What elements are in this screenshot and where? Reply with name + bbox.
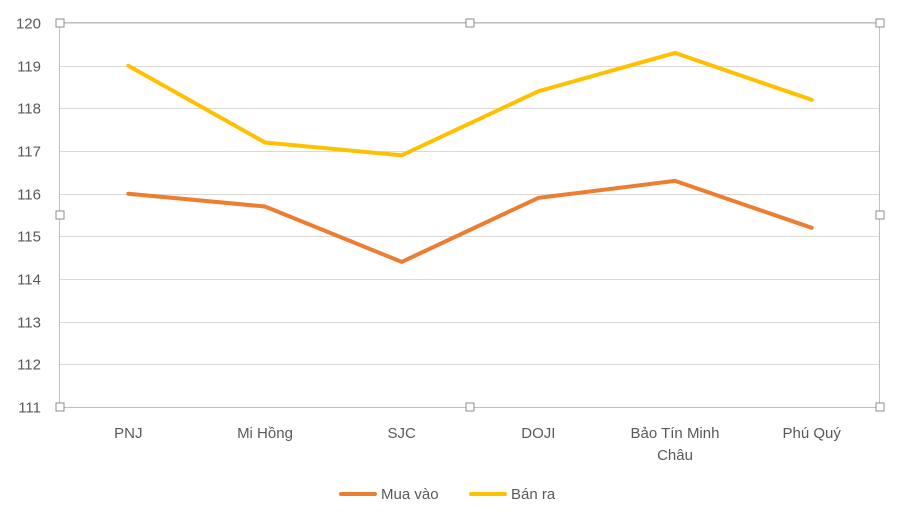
- resize-handle[interactable]: [875, 18, 885, 28]
- y-tick-label: 118: [17, 101, 41, 118]
- y-tick-label: 111: [18, 400, 41, 417]
- x-category-label: SJC: [387, 425, 416, 442]
- y-tick-label: 113: [17, 315, 41, 332]
- x-category-label: Mi Hồng: [237, 425, 293, 442]
- resize-handle[interactable]: [55, 402, 65, 412]
- x-category-label: DOJI: [521, 425, 555, 442]
- x-category-label: PNJ: [114, 425, 142, 442]
- y-tick-label: 115: [17, 229, 41, 246]
- resize-handle[interactable]: [465, 18, 475, 28]
- y-tick-label: 117: [17, 144, 41, 161]
- gridlines: [60, 23, 880, 408]
- resize-handle[interactable]: [55, 18, 65, 28]
- legend-label[interactable]: Bán ra: [511, 486, 556, 503]
- resize-handle[interactable]: [875, 402, 885, 412]
- selection-handles[interactable]: [55, 18, 885, 412]
- x-category-label: Bảo Tín Minh Châu: [631, 425, 720, 464]
- y-tick-label: 116: [17, 187, 41, 204]
- resize-handle[interactable]: [465, 402, 475, 412]
- y-axis-tick-labels: 111 112 113 114 115 116 117 118 119 120: [16, 16, 41, 417]
- y-tick-label: 119: [17, 59, 41, 76]
- resize-handle[interactable]: [875, 210, 885, 220]
- series-lines: [126, 50, 814, 264]
- x-category-label: Phú Quý: [782, 425, 841, 442]
- legend[interactable]: Mua vào Bán ra: [339, 486, 556, 503]
- legend-label[interactable]: Mua vào: [381, 486, 439, 503]
- series-line-2: [126, 50, 814, 158]
- resize-handle[interactable]: [55, 210, 65, 220]
- y-tick-label: 112: [17, 357, 41, 374]
- x-axis-category-labels: PNJ Mi Hồng SJC DOJI Bảo Tín Minh Châu Phú Quý: [114, 425, 841, 464]
- y-tick-label: 120: [16, 16, 41, 33]
- y-tick-label: 114: [17, 272, 41, 289]
- series-line-1: [126, 178, 814, 264]
